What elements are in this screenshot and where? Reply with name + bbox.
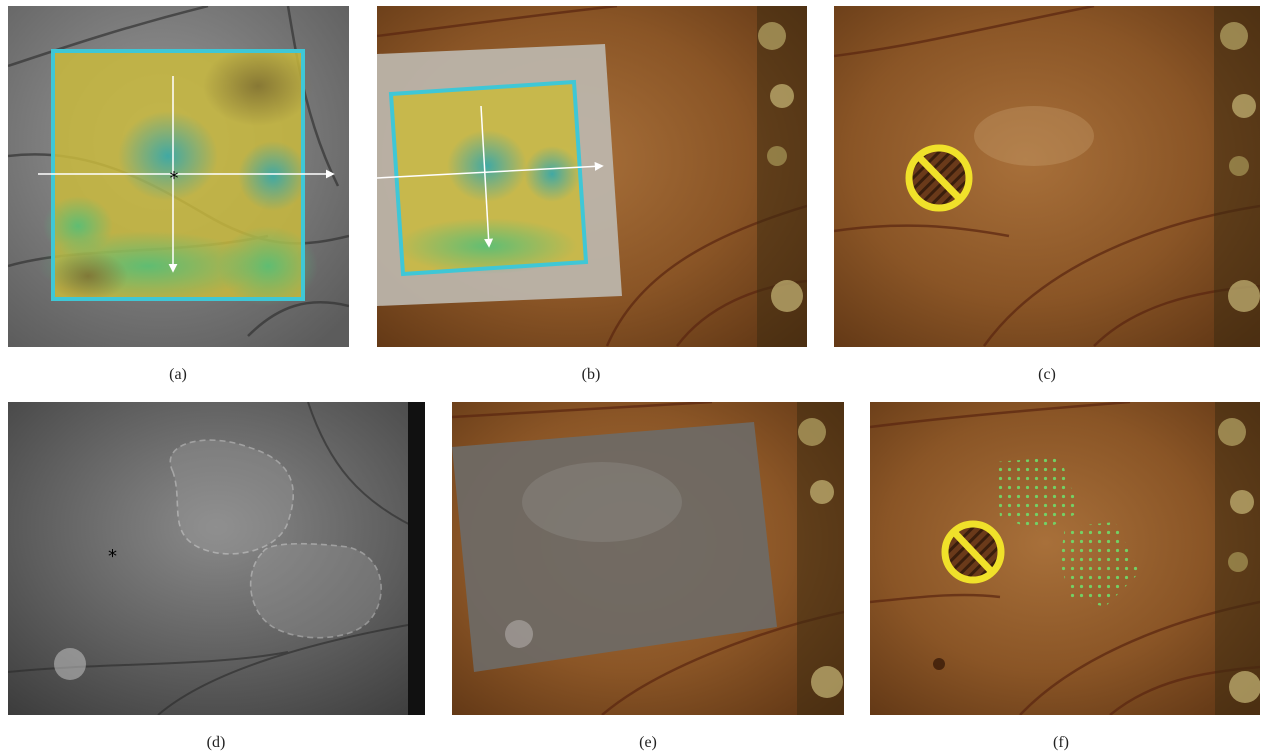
dashed-region-outline-2 xyxy=(249,542,382,639)
caption-f: (f) xyxy=(1053,734,1069,751)
panel-b-image xyxy=(377,6,807,347)
cyan-frame xyxy=(388,79,589,277)
fovea-marker: * xyxy=(170,168,179,189)
panel-f-image xyxy=(870,402,1260,715)
panel-c-image xyxy=(834,6,1260,347)
panel-d-image: * xyxy=(8,402,425,715)
retina-edge xyxy=(797,402,844,715)
panel-a: * xyxy=(8,6,349,347)
vessels xyxy=(834,6,1260,347)
caption-b: (b) xyxy=(581,366,601,383)
fovea-marker: * xyxy=(108,546,117,567)
crosshair-arrows-icon xyxy=(38,76,335,273)
prohibition-symbol-icon xyxy=(941,520,1005,584)
caption-d: (d) xyxy=(206,734,226,751)
cyan-frame xyxy=(51,49,305,301)
heatmap-overlay xyxy=(38,46,318,306)
retina-edge xyxy=(1214,6,1260,347)
dashed-region-outline-1 xyxy=(169,439,294,555)
caption-a: (a) xyxy=(169,366,187,383)
panel-d: * xyxy=(8,402,425,715)
panel-a-image: * xyxy=(8,6,349,347)
panel-e xyxy=(452,402,844,715)
vessels xyxy=(8,402,425,715)
stimulus-grid xyxy=(995,457,1140,607)
panel-e-image xyxy=(452,402,844,715)
panel-b xyxy=(377,6,807,347)
retina-edge xyxy=(757,6,807,347)
retina-edge xyxy=(1215,402,1260,715)
caption-e: (e) xyxy=(639,734,657,751)
panel-c xyxy=(834,6,1260,347)
crosshair-arrows-icon xyxy=(377,105,604,248)
prohibition-symbol-icon xyxy=(905,144,973,212)
heatmap-overlay xyxy=(391,82,586,274)
caption-c: (c) xyxy=(1038,366,1056,383)
panel-f xyxy=(870,402,1260,715)
